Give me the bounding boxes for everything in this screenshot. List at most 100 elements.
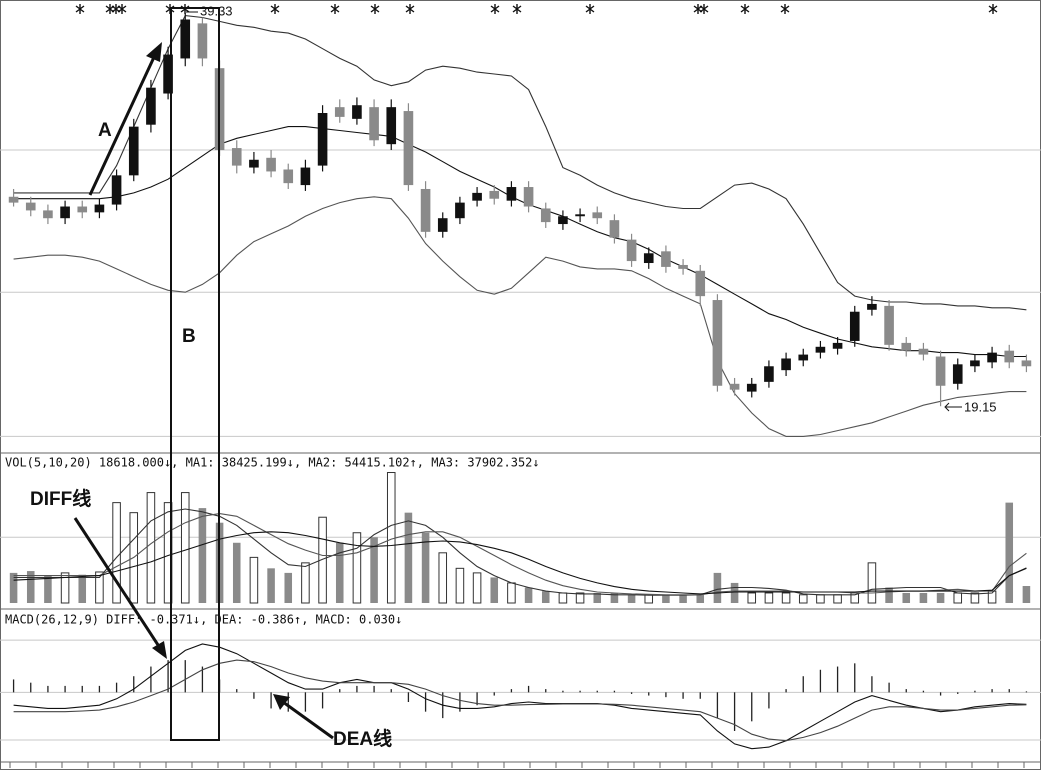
candle-body xyxy=(523,187,534,207)
candle-body xyxy=(386,107,397,145)
decorations xyxy=(0,4,1041,768)
candle-body xyxy=(489,190,500,199)
indicator-line xyxy=(13,126,1027,358)
arrow xyxy=(88,54,157,196)
volume-header: VOL(5,10,20) 18618.000↓, MA1: 38425.199↓… xyxy=(5,456,540,470)
candle-body xyxy=(128,126,139,176)
volume-bar xyxy=(781,592,791,604)
event-marker xyxy=(512,4,522,14)
event-marker xyxy=(330,4,340,14)
volume-bar xyxy=(575,592,585,604)
volume-bar xyxy=(970,592,980,604)
volume-bar xyxy=(318,516,327,604)
candle-body xyxy=(867,303,877,310)
price-label: 39.33 xyxy=(200,3,233,18)
volume-bar xyxy=(953,592,963,604)
event-marker xyxy=(988,4,998,14)
volume-bar xyxy=(180,492,190,604)
candle-body xyxy=(25,202,36,211)
volume-bar xyxy=(335,542,344,603)
volume-bar xyxy=(472,572,482,604)
candle-body xyxy=(317,113,328,166)
candle-body xyxy=(163,54,173,94)
event-marker xyxy=(405,4,415,14)
volume-bar xyxy=(919,592,928,603)
volume-bar xyxy=(867,562,877,604)
candle-body xyxy=(334,107,345,117)
candle-body xyxy=(832,342,843,349)
volume-bar xyxy=(541,591,550,603)
candle-body xyxy=(970,360,980,367)
volume-bar xyxy=(507,582,516,604)
event-marker xyxy=(699,4,709,14)
candle-body xyxy=(729,383,740,390)
candle-body xyxy=(901,342,912,351)
event-marker xyxy=(117,4,127,14)
volume-bar xyxy=(78,574,87,603)
candle-body xyxy=(266,157,276,172)
volume-bar xyxy=(816,594,825,604)
volume-bar xyxy=(713,572,722,603)
volume-bar xyxy=(26,571,35,603)
header-bg xyxy=(2,455,617,470)
candle-body xyxy=(352,105,362,119)
event-marker xyxy=(75,4,85,14)
candle-body xyxy=(849,311,860,341)
candle-body xyxy=(180,19,191,59)
volume-bar xyxy=(146,492,156,604)
arrow-head xyxy=(146,42,162,62)
arrow xyxy=(282,700,334,740)
candle-body xyxy=(111,175,122,205)
volume-bar xyxy=(730,582,739,603)
price-label: 19.15 xyxy=(964,399,997,414)
event-marker xyxy=(165,4,175,14)
event-marker xyxy=(585,4,595,14)
candle-body xyxy=(661,251,671,267)
arrow-head xyxy=(152,641,167,659)
candle-body xyxy=(781,358,791,371)
candle-body xyxy=(884,305,894,345)
volume-bar xyxy=(936,592,945,603)
volume-bar xyxy=(902,592,911,603)
volume-bar xyxy=(249,556,259,604)
volume-bar xyxy=(490,577,499,603)
candle-body xyxy=(146,87,156,125)
candle-body xyxy=(231,148,242,166)
candle-body xyxy=(746,383,757,392)
indicator-line xyxy=(13,531,1027,595)
event-marker xyxy=(740,4,750,14)
candle-body xyxy=(249,159,259,168)
candle-body xyxy=(403,111,414,186)
volume-bar xyxy=(198,508,207,603)
volume-bar xyxy=(352,532,362,604)
volume-bar xyxy=(662,594,670,603)
annotation: A xyxy=(98,120,112,141)
volume-bar xyxy=(885,587,893,603)
volume-bar xyxy=(593,592,602,603)
indicator-line xyxy=(13,643,1027,750)
candle-body xyxy=(94,204,105,213)
volume-bar xyxy=(524,587,533,603)
candle-body xyxy=(678,264,688,269)
indicator-line xyxy=(13,508,1027,596)
candle-body xyxy=(575,214,585,217)
volume-bar xyxy=(747,592,757,604)
candle-body xyxy=(43,210,53,219)
arrow xyxy=(73,517,162,649)
candle-body xyxy=(455,202,465,219)
volume-bar xyxy=(833,594,842,604)
volume-bar xyxy=(284,572,293,603)
volume-bar xyxy=(610,592,619,603)
volume-bar xyxy=(60,572,70,604)
candle-body xyxy=(540,208,551,223)
arrow-head xyxy=(273,694,290,710)
volume-bar xyxy=(627,594,636,603)
volume-bar xyxy=(267,568,275,603)
macd-header: MACD(26,12,9) DIFF: -0.371↓, DEA: -0.386… xyxy=(5,613,402,627)
volume-bar xyxy=(404,512,413,603)
volume-bar xyxy=(558,592,568,604)
candle-body xyxy=(764,366,774,382)
volume-bar xyxy=(1005,502,1014,603)
